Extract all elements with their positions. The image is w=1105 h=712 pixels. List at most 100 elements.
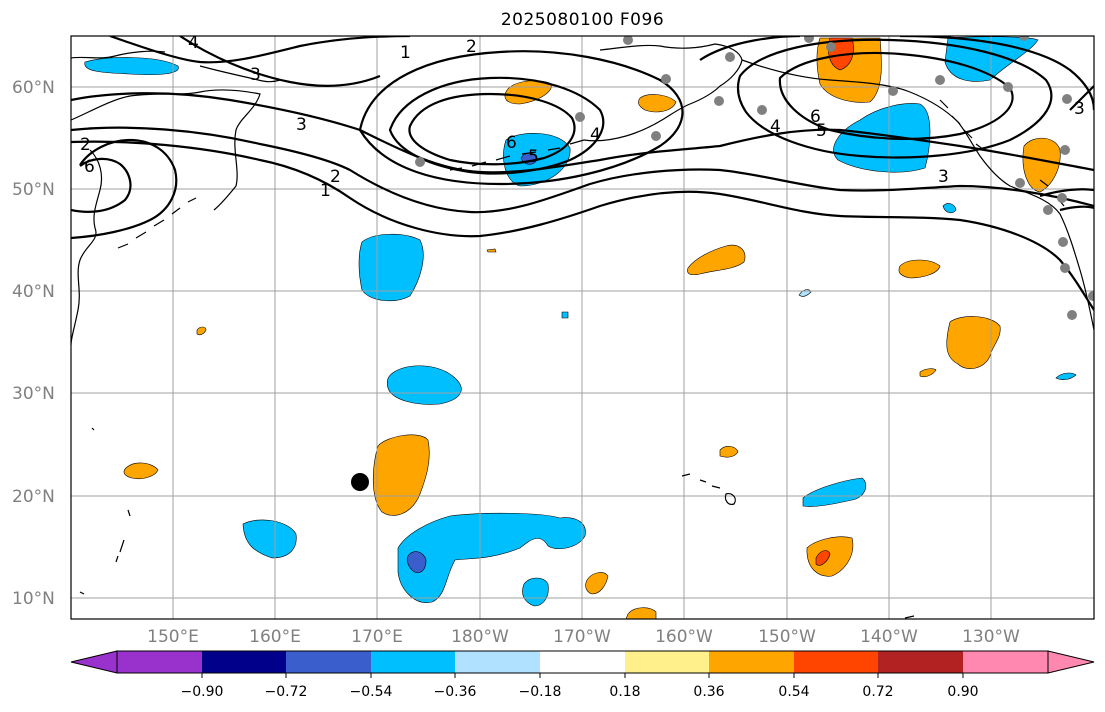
colorbar-swatch (540, 651, 625, 673)
colorbar-label: 0.36 (693, 684, 724, 700)
coastline-kamchatka (71, 149, 103, 346)
contour-label: 5 (816, 121, 827, 141)
pos-anomaly-area (719, 446, 739, 458)
station-marker (1043, 205, 1053, 215)
station-marker (661, 74, 671, 84)
station-marker (935, 75, 945, 85)
lon-label: 150°E (147, 627, 199, 647)
pos-anomaly-area (687, 244, 746, 276)
contour-line (179, 36, 381, 87)
station-marker (575, 112, 585, 122)
contour-line (358, 50, 684, 186)
contour-line (736, 38, 1053, 159)
contour-label: 4 (590, 125, 601, 145)
station-marker (623, 36, 633, 45)
lat-label: 40°N (12, 282, 55, 302)
station-marker (888, 86, 898, 96)
coastline-siberia-north (71, 50, 281, 83)
station-marker (1058, 237, 1068, 247)
coastlines (71, 43, 1094, 619)
colorbar-swatch (455, 651, 540, 673)
lon-label: 150°W (758, 627, 816, 647)
pos-anomaly-area (946, 316, 1001, 369)
colorbar-label: 0.54 (778, 684, 809, 700)
station-marker (651, 131, 661, 141)
pos-anomaly-area (625, 607, 657, 619)
pos-anomaly-area (585, 572, 609, 595)
colorbar-label: −0.54 (350, 684, 393, 700)
neg-anomaly-area (522, 577, 549, 607)
map-title: 2025080100 F096 (500, 10, 665, 30)
neg-anomaly-area (84, 57, 179, 76)
colorbar-swatch (878, 651, 963, 673)
pos-anomaly-area (486, 248, 497, 253)
contour-label-group: 1 2 3 4 2 1 3 6 5 4 6 4 5 3 2 6 3 (80, 33, 1085, 201)
coastline-alaska (583, 43, 743, 142)
station-marker (714, 96, 724, 106)
lat-label: 50°N (12, 180, 55, 200)
coastline-bc-islands (939, 99, 1065, 207)
station-marker (1062, 94, 1072, 104)
contour-label: 6 (810, 107, 821, 127)
pos-anomaly-core (815, 550, 831, 566)
pos-anomaly-area (898, 259, 941, 279)
colorbar-swatch (625, 651, 709, 673)
pos-anomaly-area (504, 80, 553, 105)
colorbar-swatch (709, 651, 794, 673)
contour-label: 4 (188, 33, 199, 53)
colorbar-label: −0.90 (181, 684, 224, 700)
colorbar-label: −0.36 (434, 684, 477, 700)
contour-line (71, 157, 132, 213)
lon-label: 170°W (553, 627, 611, 647)
contour-label: 4 (770, 117, 781, 137)
station-marker (1019, 36, 1029, 41)
contour-line (778, 51, 1014, 141)
contour-label: 2 (330, 167, 341, 187)
lon-label: 160°E (249, 627, 301, 647)
colorbar-swatch (286, 651, 371, 673)
contour-label: 6 (84, 157, 95, 177)
pos-anomaly-area (123, 462, 159, 480)
map-frame (70, 35, 1095, 620)
station-marker (1003, 82, 1013, 92)
colorbar-swatch (117, 651, 202, 673)
contour-line (1069, 85, 1094, 111)
colorbar-label: −0.72 (265, 684, 308, 700)
station-marker (804, 36, 814, 43)
map-panel: 1 2 3 4 2 1 3 6 5 4 6 4 5 3 2 6 3 (71, 33, 1094, 619)
station-marker (826, 42, 836, 52)
station-marker (757, 105, 767, 115)
contour-label: 6 (506, 133, 517, 153)
contour-line (388, 76, 605, 175)
coastline-aleutians (449, 139, 585, 171)
station-marker (1015, 178, 1025, 188)
pos-anomaly-area (806, 536, 854, 577)
colorbar-swatch (963, 651, 1048, 673)
neg-anomaly-area (386, 365, 462, 405)
colorbar-swatch (371, 651, 455, 673)
station-marker (1088, 291, 1094, 301)
longitude-labels: 150°E 160°E 170°E 180°W 170°W 160°W 150°… (147, 627, 1020, 647)
contour-line (71, 138, 178, 240)
colorbar-label: −0.18 (519, 684, 562, 700)
coastline-gulf-alaska (741, 59, 1094, 331)
contour-label: 2 (80, 135, 91, 155)
station-markers (415, 36, 1094, 320)
colorbar-extend-low (70, 650, 118, 674)
pos-anomaly-area (638, 94, 677, 113)
colorbar-label: 0.90 (947, 684, 978, 700)
coastline-islands (79, 427, 915, 619)
contour-line (1039, 188, 1094, 212)
colorbar-frame (116, 650, 1049, 674)
latitude-labels: 60°N 50°N 40°N 30°N 20°N 10°N (12, 78, 55, 609)
neg-anomaly-area (942, 203, 957, 214)
pos-anomaly-area (372, 434, 430, 516)
neg-anomaly-area (397, 512, 586, 603)
colorbar-label: 0.72 (862, 684, 893, 700)
colorbar-swatch (202, 651, 286, 673)
neg-anomaly-area (1055, 372, 1077, 380)
lat-label: 20°N (12, 487, 55, 507)
colorbar: −0.90 −0.72 −0.54 −0.36 −0.18 0.18 0.36 … (70, 650, 1095, 700)
station-marker (1067, 310, 1077, 320)
